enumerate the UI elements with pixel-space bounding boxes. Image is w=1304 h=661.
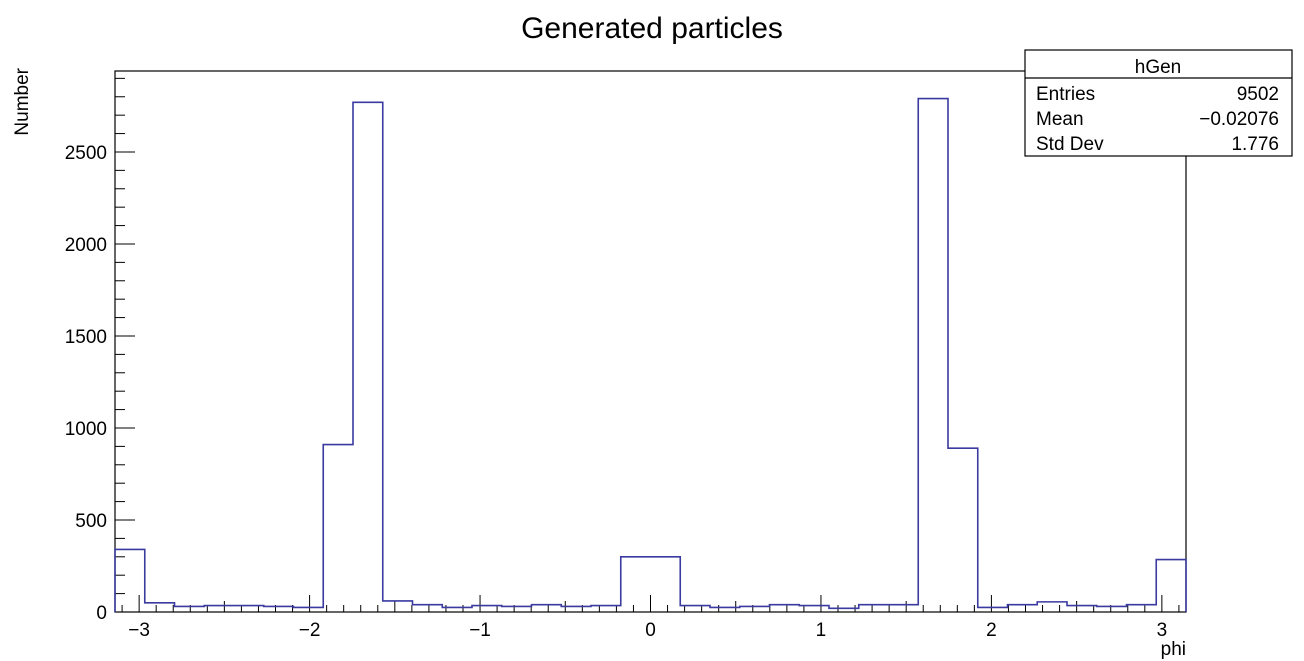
histogram-bin (948, 448, 978, 612)
stats-entries-value: 9502 (1237, 84, 1279, 105)
chart-title: Generated particles (521, 12, 783, 45)
histogram-bin (175, 606, 205, 612)
y-tick-label: 1000 (65, 419, 107, 440)
histogram-bin (204, 606, 234, 612)
y-tick-label: 500 (75, 511, 107, 532)
y-axis: 0 500 1000 1500 2000 2500 (65, 77, 135, 624)
histogram-bin (651, 557, 681, 612)
histogram-outline (114, 97, 1187, 612)
x-axis: −3 −2 −1 0 1 2 3 (121, 595, 1180, 641)
stats-entries-label: Entries (1036, 84, 1095, 105)
x-tick-label: −1 (469, 620, 491, 641)
histogram-bin (1156, 560, 1186, 612)
stats-mean-label: Mean (1036, 109, 1084, 130)
x-tick-label: 2 (986, 620, 997, 641)
histogram-bin (889, 605, 919, 612)
stats-stddev-value: 1.776 (1231, 134, 1279, 155)
histogram-bin (1097, 606, 1127, 612)
histogram-bin (1067, 606, 1097, 612)
stats-mean-value: −0.02076 (1199, 109, 1279, 130)
stats-box-frame (1024, 49, 1293, 157)
x-tick-label: 3 (1157, 620, 1168, 641)
stats-box-title: hGen (1135, 57, 1181, 78)
x-tick-label: −3 (128, 620, 150, 641)
y-tick-label: 1500 (65, 327, 107, 348)
histogram-bin (264, 606, 294, 612)
histogram-bin (740, 606, 770, 612)
histogram-bin (412, 605, 442, 612)
histogram-bin (1126, 605, 1156, 612)
y-axis-label: Number (12, 67, 33, 135)
histogram-bin (353, 102, 383, 612)
histogram-bin (234, 606, 264, 612)
histogram-bin (323, 445, 353, 612)
histogram-bin (918, 99, 948, 612)
histogram-bin (115, 549, 145, 612)
histogram-bin (621, 557, 651, 612)
x-tick-label: 0 (645, 620, 656, 641)
stats-box: hGen Entries 9502 Mean −0.02076 Std Dev … (1024, 49, 1293, 157)
histogram-bin (383, 601, 413, 612)
y-tick-label: 2000 (65, 235, 107, 256)
histogram-bin (532, 605, 562, 612)
histogram-bin (1008, 605, 1038, 612)
stats-stddev-label: Std Dev (1036, 134, 1104, 155)
x-tick-label: −2 (299, 620, 321, 641)
histogram-bars (115, 99, 1186, 612)
histogram-bin (859, 605, 889, 612)
x-tick-label: 1 (816, 620, 827, 641)
x-axis-label: phi (1161, 639, 1186, 660)
histogram-bin (502, 606, 532, 612)
histogram-bin (145, 603, 175, 612)
y-tick-label: 0 (96, 603, 107, 624)
histogram-bin (769, 605, 799, 612)
histogram-bin (1037, 602, 1067, 612)
y-tick-label: 2500 (65, 143, 107, 164)
